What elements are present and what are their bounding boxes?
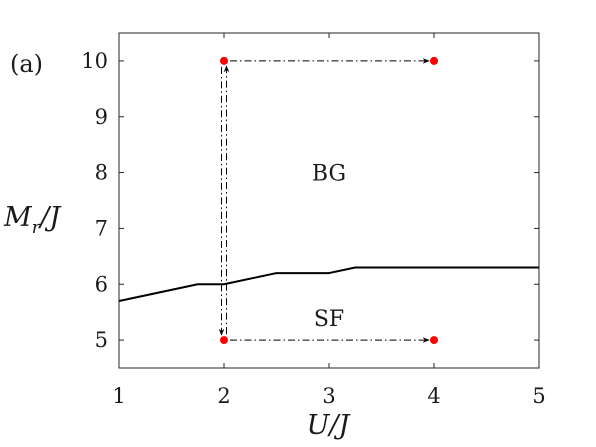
y-tick-labels: 5 6 7 8 9 10 xyxy=(81,49,108,352)
y-tick-label: 7 xyxy=(95,216,108,240)
x-tick-label: 1 xyxy=(112,384,125,408)
x-tick-label: 5 xyxy=(532,384,545,408)
y-tick-label: 6 xyxy=(95,272,108,296)
point-layer xyxy=(220,56,438,345)
y-tick-label: 5 xyxy=(95,328,108,352)
sample-point xyxy=(430,336,438,345)
panel-label: (a) xyxy=(10,50,43,78)
axis-ticks xyxy=(118,33,540,368)
sample-point xyxy=(220,336,228,345)
x-axis-label: U/J xyxy=(307,410,352,441)
annotation-layer: BG SF xyxy=(312,162,346,332)
x-tick-label: 3 xyxy=(322,384,335,408)
y-tick-label: 8 xyxy=(95,161,108,185)
arrow-layer xyxy=(218,58,430,343)
x-tick-labels: 1 2 3 4 5 xyxy=(112,384,545,408)
region-label-bg: BG xyxy=(312,162,346,187)
y-tick-label: 9 xyxy=(95,105,108,129)
series-layer xyxy=(118,266,539,302)
y-tick-label: 10 xyxy=(81,49,108,73)
sample-point xyxy=(430,56,438,65)
phase-boundary-line xyxy=(118,266,539,302)
sample-point xyxy=(220,56,228,65)
x-tick-label: 2 xyxy=(217,384,230,408)
x-tick-label: 4 xyxy=(427,384,440,408)
region-label-sf: SF xyxy=(314,307,344,332)
y-axis-label: Mr/J xyxy=(3,202,62,238)
